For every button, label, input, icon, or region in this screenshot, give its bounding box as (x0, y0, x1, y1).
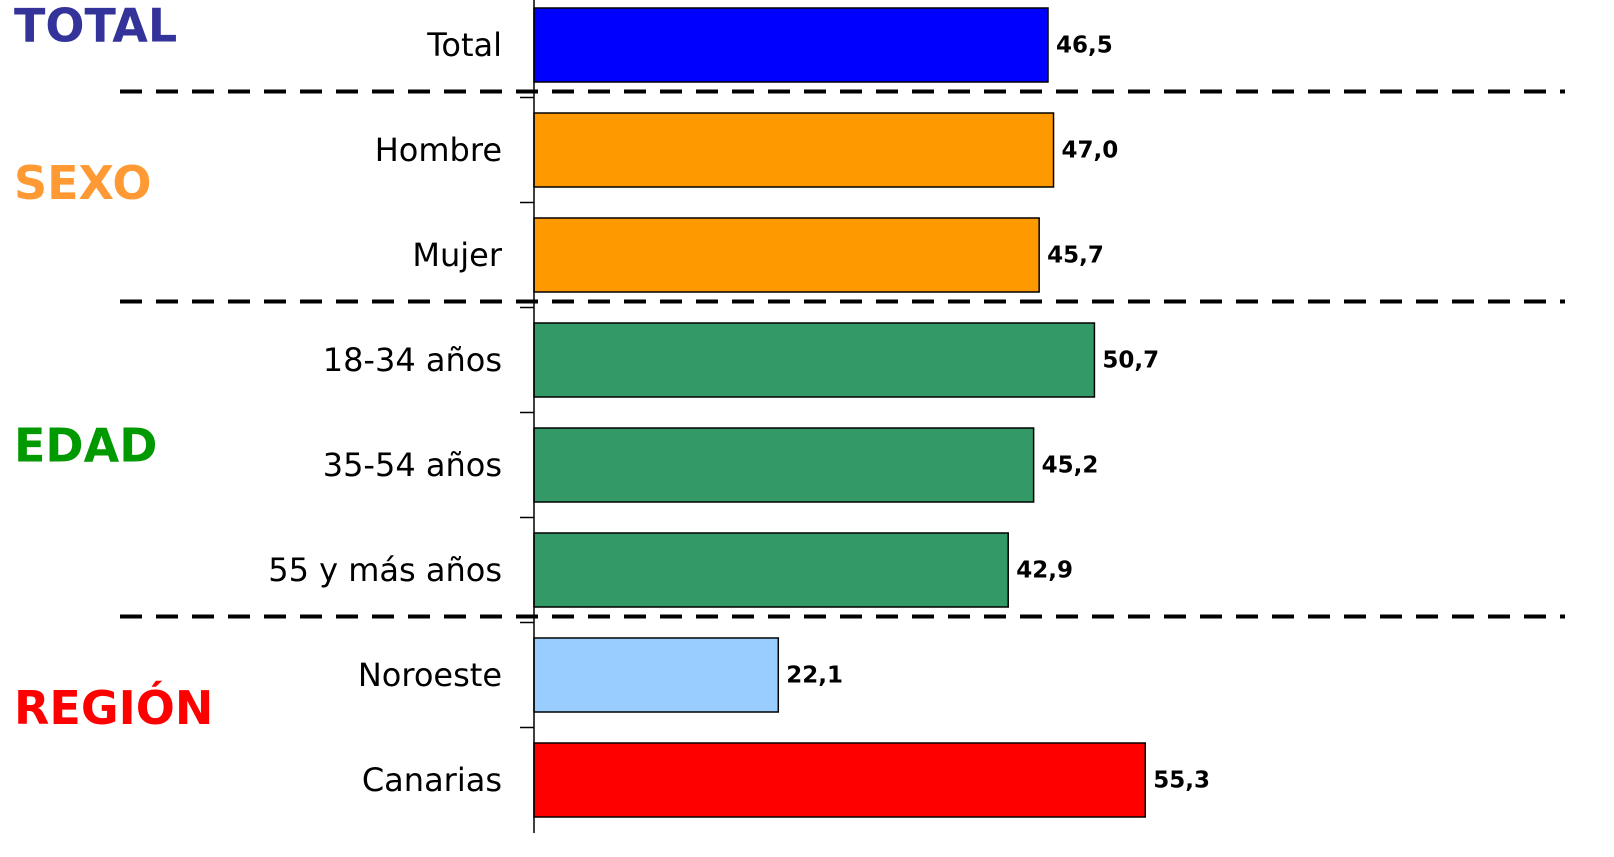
value-label: 45,2 (1042, 453, 1099, 479)
category-label: Hombre (375, 131, 502, 169)
value-label: 50,7 (1102, 348, 1159, 374)
bar (533, 427, 1035, 503)
group-label: TOTAL (14, 0, 177, 53)
group-label: EDAD (14, 419, 157, 473)
category-label: Canarias (362, 761, 502, 799)
bar (533, 742, 1147, 818)
category-label: 35-54 años (323, 446, 502, 484)
bar (533, 217, 1040, 293)
category-label: 55 y más años (268, 551, 502, 589)
bar (533, 322, 1096, 398)
value-label: 47,0 (1062, 138, 1119, 164)
value-label: 46,5 (1056, 33, 1113, 59)
group-label: SEXO (14, 156, 151, 210)
category-label: 18-34 años (323, 341, 502, 379)
value-label: 45,7 (1047, 243, 1104, 269)
category-label: Total (426, 26, 502, 64)
value-label: 22,1 (786, 663, 843, 689)
bar (533, 637, 780, 713)
value-label: 42,9 (1016, 558, 1073, 584)
bar (533, 532, 1009, 608)
category-label: Noroeste (358, 656, 502, 694)
value-label: 55,3 (1153, 768, 1210, 794)
bar (533, 112, 1055, 188)
category-label: Mujer (412, 236, 502, 274)
group-label: REGIÓN (14, 681, 213, 735)
bar (533, 7, 1049, 83)
